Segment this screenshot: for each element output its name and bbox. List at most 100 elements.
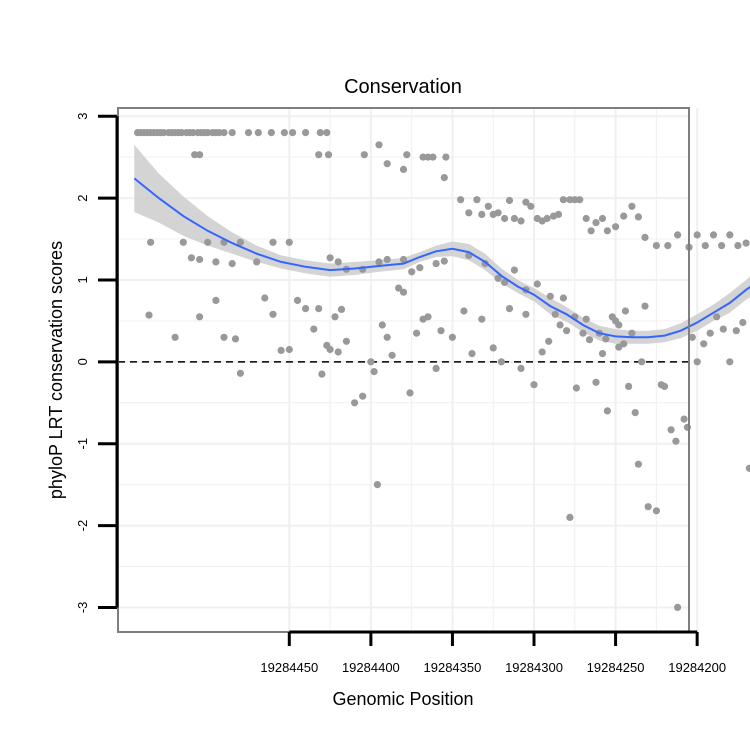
y-tick-label: 1: [75, 276, 90, 283]
y-axis: 3 2 1 0 -1 -2 -3: [75, 113, 119, 614]
data-point: [220, 333, 228, 341]
data-point: [429, 153, 437, 161]
data-point: [693, 358, 701, 366]
data-point: [326, 254, 334, 262]
data-point: [680, 415, 688, 423]
data-point: [253, 258, 261, 266]
x-tick-label: 19284200: [668, 660, 726, 675]
smooth-line-group: [133, 177, 750, 339]
x-axis: 19284450 19284400 19284350 19284300 19284250…: [260, 630, 726, 675]
data-point: [244, 129, 253, 137]
data-point: [465, 209, 473, 217]
data-point: [628, 202, 636, 210]
smooth-line: [133, 177, 750, 339]
data-point: [742, 239, 750, 247]
data-point: [700, 340, 708, 348]
data-point: [672, 437, 680, 445]
data-point: [641, 302, 649, 310]
data-point: [478, 210, 486, 218]
data-point: [674, 603, 682, 612]
data-point: [572, 384, 581, 392]
data-point: [554, 210, 563, 218]
data-point: [367, 358, 375, 366]
data-point: [530, 381, 538, 389]
data-point: [545, 337, 553, 345]
data-point: [709, 231, 718, 239]
data-point: [592, 219, 600, 227]
data-point: [576, 196, 584, 204]
data-point: [621, 307, 630, 315]
data-point: [543, 214, 551, 223]
data-point: [494, 209, 502, 217]
data-point: [585, 336, 594, 344]
data-point: [612, 223, 620, 231]
data-point: [351, 399, 359, 407]
data-point: [383, 160, 391, 168]
data-point: [468, 350, 476, 358]
data-point: [318, 370, 326, 378]
y-tick-label: 2: [75, 194, 90, 201]
data-point: [579, 329, 587, 337]
data-point: [196, 313, 204, 321]
y-tick-label: -3: [75, 602, 90, 614]
data-point: [145, 311, 153, 319]
data-point: [437, 327, 445, 335]
x-axis-label: Genomic Position: [332, 689, 473, 709]
points-group: [134, 129, 750, 612]
data-point: [546, 292, 554, 300]
data-point: [269, 238, 277, 246]
data-point: [302, 305, 310, 313]
data-point: [713, 313, 721, 321]
x-tick-label: 19284300: [505, 660, 563, 675]
data-point: [370, 368, 378, 376]
data-point: [533, 280, 541, 288]
data-point: [289, 129, 297, 137]
data-point: [324, 151, 333, 159]
data-point: [652, 242, 661, 250]
data-point: [326, 345, 334, 354]
y-tick-label: 3: [75, 113, 90, 120]
data-point: [489, 344, 497, 352]
data-point: [634, 460, 643, 468]
data-point: [582, 214, 590, 223]
data-point: [726, 358, 734, 366]
data-point: [302, 129, 310, 137]
data-point: [510, 214, 518, 223]
data-point: [424, 313, 432, 321]
data-point: [505, 305, 514, 313]
data-point: [628, 329, 636, 337]
data-point: [660, 382, 669, 390]
x-tick-label: 19284250: [587, 660, 645, 675]
data-point: [212, 296, 220, 304]
data-point: [315, 151, 323, 159]
data-point: [323, 129, 331, 137]
data-point: [473, 196, 481, 204]
y-tick-label: -1: [75, 438, 90, 450]
data-point: [236, 369, 244, 377]
data-point: [563, 327, 571, 335]
data-point: [559, 196, 568, 204]
data-point: [734, 242, 742, 250]
data-point: [375, 258, 383, 266]
data-point: [494, 274, 502, 282]
data-point: [615, 321, 623, 329]
data-point: [196, 255, 204, 264]
data-point: [399, 255, 408, 264]
data-point: [706, 329, 714, 337]
data-point: [277, 346, 285, 354]
data-point: [652, 507, 661, 515]
y-axis-label: phyloP LRT conservation scores: [46, 241, 66, 499]
chart-title: Conservation: [344, 76, 462, 98]
data-point: [280, 129, 288, 137]
data-point: [522, 198, 530, 206]
data-point: [701, 242, 709, 250]
data-point: [375, 141, 383, 149]
grid: [118, 108, 699, 632]
data-point: [228, 260, 236, 268]
data-point: [293, 296, 302, 304]
data-point: [603, 407, 612, 415]
data-point: [582, 315, 590, 323]
x-tick-label: 19284450: [260, 660, 318, 675]
data-point: [179, 238, 187, 246]
data-point: [484, 202, 492, 210]
